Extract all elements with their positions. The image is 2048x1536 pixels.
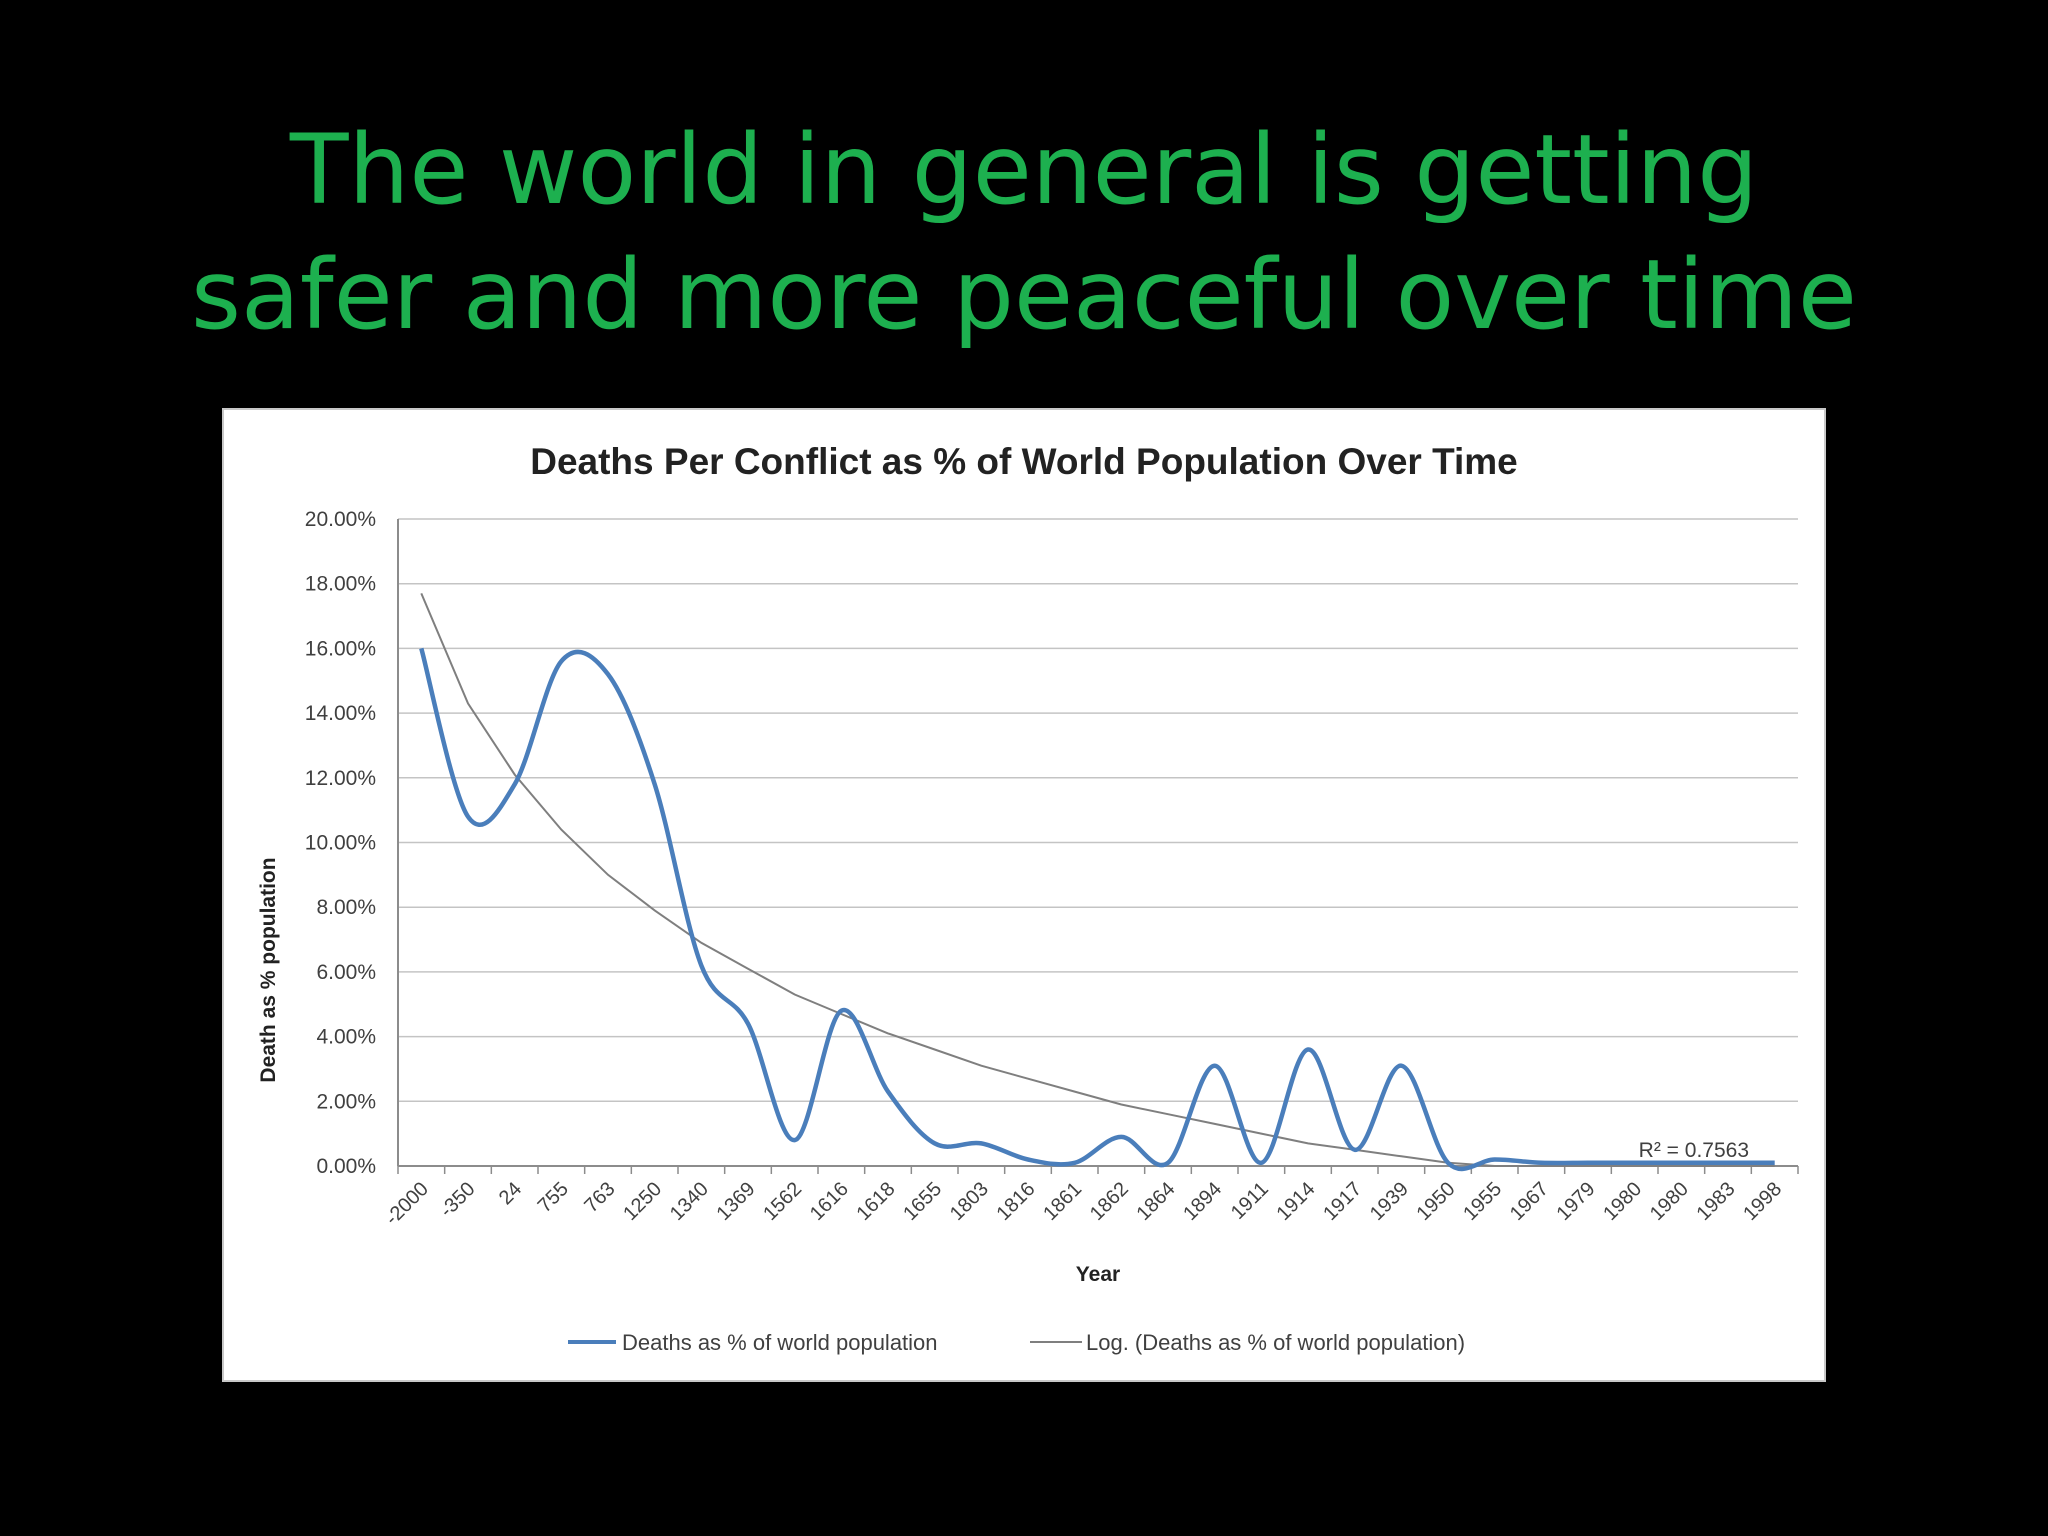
x-tick-label: 1967 [1506, 1178, 1553, 1225]
x-axis-ticks: -2000 -350 24 755 763 1250 1340 1369 1562 1616 161… [381, 1166, 1799, 1230]
chart-panel: Deaths Per Conflict as % of World Popula… [222, 408, 1826, 1382]
slide-title-line-2: safer and more peaceful over time [191, 239, 1857, 351]
x-tick-label: 1983 [1693, 1178, 1740, 1225]
x-tick-label: 1914 [1273, 1178, 1320, 1225]
y-tick-label: 4.00% [316, 1026, 376, 1049]
x-tick-label: 755 [534, 1178, 573, 1217]
y-tick-label: 8.00% [316, 896, 376, 919]
y-tick-label: 10.00% [305, 832, 376, 855]
series-layer [419, 593, 1775, 1172]
y-tick-label: 2.00% [316, 1090, 376, 1113]
x-tick-label: 1980 [1599, 1178, 1646, 1225]
x-axis-label: Year [1076, 1263, 1120, 1286]
x-tick-label: 1861 [1039, 1178, 1086, 1225]
chart-title: Deaths Per Conflict as % of World Popula… [530, 441, 1518, 482]
x-tick-label: 1616 [806, 1178, 853, 1225]
x-tick-label: 1917 [1319, 1178, 1366, 1225]
x-tick-label: 1998 [1739, 1178, 1786, 1225]
series-line-log-trend [420, 593, 1775, 1167]
r-squared-annotation: R² = 0.7563 [1639, 1139, 1749, 1162]
x-tick-label: 1340 [666, 1178, 713, 1225]
x-tick-label: 1864 [1133, 1178, 1180, 1225]
y-tick-label: 12.00% [305, 767, 376, 790]
x-tick-label: 1655 [899, 1178, 946, 1225]
y-tick-label: 6.00% [316, 961, 376, 984]
x-tick-label: 1979 [1553, 1178, 1600, 1225]
slide-title-line-1: The world in general is getting [289, 114, 1759, 226]
x-tick-label: 763 [580, 1178, 619, 1217]
series-line-deaths [419, 647, 1775, 1172]
x-tick-label: 1955 [1459, 1178, 1506, 1225]
deaths-per-conflict-chart: Deaths Per Conflict as % of World Popula… [257, 441, 1799, 1355]
y-axis-label: Death as % population [257, 857, 280, 1082]
x-tick-label: 24 [495, 1178, 526, 1209]
x-tick-label: -2000 [381, 1178, 433, 1230]
y-tick-label: 20.00% [305, 508, 376, 531]
y-tick-label: 16.00% [305, 637, 376, 660]
legend-label-deaths: Deaths as % of world population [622, 1330, 938, 1355]
x-tick-label: 1816 [993, 1178, 1040, 1225]
x-tick-label: 1911 [1227, 1178, 1273, 1224]
slide-title: The world in general is getting safer an… [0, 108, 2048, 358]
x-tick-label: 1894 [1179, 1178, 1226, 1225]
x-tick-label: 1803 [946, 1178, 993, 1225]
x-tick-label: 1369 [713, 1178, 760, 1225]
x-tick-label: 1939 [1366, 1178, 1413, 1225]
x-tick-label: 1950 [1413, 1178, 1460, 1225]
y-axis-ticks: 0.00% 2.00% 4.00% 6.00% 8.00% 10.00% 12.00% 14.… [305, 508, 376, 1178]
x-tick-label: 1562 [759, 1178, 806, 1225]
y-tick-label: 18.00% [305, 573, 376, 596]
x-tick-label: 1862 [1086, 1178, 1133, 1225]
legend-label-log-trend: Log. (Deaths as % of world population) [1086, 1330, 1465, 1355]
x-tick-label: 1980 [1646, 1178, 1693, 1225]
y-tick-label: 0.00% [316, 1155, 376, 1178]
x-tick-label: 1618 [853, 1178, 900, 1225]
x-tick-label: 1250 [619, 1178, 666, 1225]
gridlines [397, 518, 1798, 1167]
y-tick-label: 14.00% [305, 702, 376, 725]
x-tick-label: -350 [436, 1178, 480, 1222]
legend: Deaths as % of world population Log. (De… [568, 1330, 1465, 1355]
